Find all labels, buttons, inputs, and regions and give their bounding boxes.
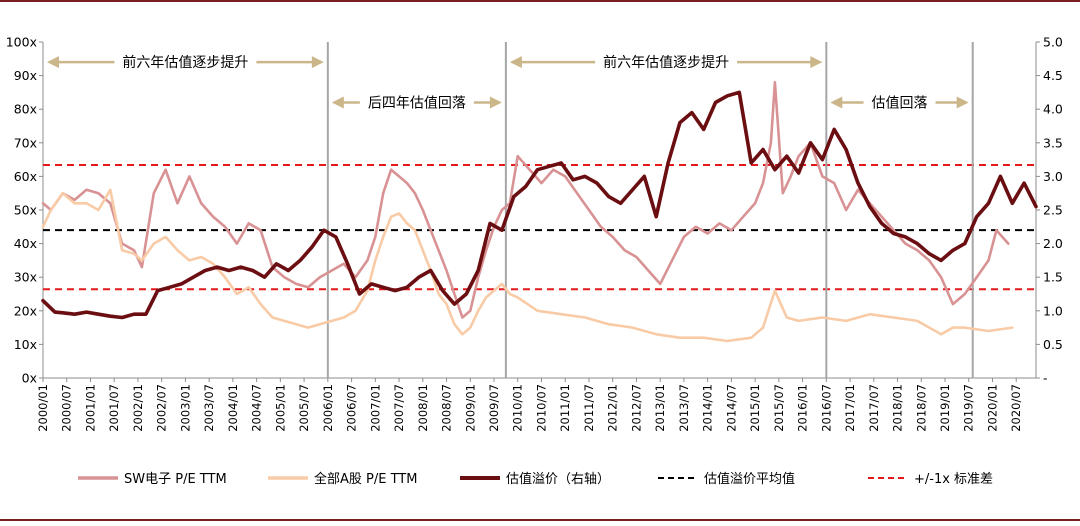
annotation-label: 前六年估值逐步提升 — [603, 54, 729, 71]
x-tick-label: 2006/07 — [345, 384, 359, 432]
left-tick-label: 90x — [14, 68, 37, 83]
x-tick-label: 2011/01 — [558, 384, 572, 432]
right-tick-label: 3.0 — [1043, 169, 1063, 184]
x-tick-label: 2002/07 — [155, 384, 169, 432]
premium-legend-label: 估值溢价（右轴） — [506, 471, 610, 487]
x-tick-label: 2017/07 — [867, 384, 881, 432]
left-tick-label: 0x — [22, 371, 37, 386]
all_a_pe-legend-label: 全部A股 P/E TTM — [314, 471, 417, 487]
annotation-label: 估值回落 — [872, 95, 928, 111]
annotation-label: 后四年估值回落 — [368, 95, 466, 111]
x-tick-label: 2000/07 — [60, 384, 74, 432]
x-tick-label: 2004/01 — [226, 384, 240, 432]
right-tick-label: 1.5 — [1043, 270, 1063, 285]
annotation-arrow-head-right — [956, 96, 969, 109]
x-tick-label: 2013/01 — [653, 384, 667, 432]
x-tick-label: 2000/01 — [36, 384, 50, 432]
x-tick-label: 2019/01 — [938, 384, 952, 432]
x-tick-label: 2017/01 — [843, 384, 857, 432]
left-tick-label: 20x — [14, 303, 37, 318]
x-tick-label: 2003/07 — [202, 384, 216, 432]
frame-top-border — [0, 0, 1080, 2]
mean-legend-label: 估值溢价平均值 — [704, 471, 795, 487]
x-tick-label: 2002/01 — [131, 384, 145, 432]
right-tick-label: 4.0 — [1043, 102, 1063, 117]
x-tick-labels-layer: 2000/01 2000/07 2001/01 2001/07 2002/01 2002/… — [36, 378, 1023, 432]
x-tick-label: 2020/01 — [985, 384, 999, 432]
series-layer — [41, 81, 1038, 343]
x-tick-label: 2009/01 — [463, 384, 477, 432]
left-tick-label: 50x — [14, 203, 37, 218]
x-tick-label: 2006/01 — [321, 384, 335, 432]
sw_pe-series-line — [41, 81, 1010, 319]
x-tick-label: 2007/07 — [392, 384, 406, 432]
right-tick-label: 1.0 — [1043, 303, 1063, 318]
annotation-arrow-head-right — [311, 56, 324, 69]
x-tick-label: 2015/07 — [772, 384, 786, 432]
std-legend-label: +/-1x 标准差 — [914, 472, 993, 487]
axes-layer: 0x 10x 20x 30x 40x 50x 60x 70x 80x 90x 100x - 0.5 1.0… — [6, 35, 1063, 386]
left-tick-label: 40x — [14, 236, 37, 251]
x-tick-label: 2001/01 — [83, 384, 97, 432]
reference-lines-layer — [43, 163, 1036, 291]
x-tick-label: 2014/01 — [701, 384, 715, 432]
x-tick-label: 2014/07 — [724, 384, 738, 432]
left-tick-label: 10x — [14, 337, 37, 352]
x-tick-label: 2009/07 — [487, 384, 501, 432]
x-tick-label: 2004/07 — [250, 384, 264, 432]
x-tick-label: 2018/07 — [914, 384, 928, 432]
x-tick-label: 2019/07 — [962, 384, 976, 432]
x-tick-label: 2008/07 — [440, 384, 454, 432]
annotation-arrow-head-left — [509, 56, 522, 69]
annotation-arrow-head-left — [47, 56, 59, 69]
frame-bottom-border — [0, 519, 1080, 521]
x-tick-label: 2008/01 — [416, 384, 430, 432]
all_a_pe-series-line — [41, 188, 1014, 343]
x-tick-label: 2003/01 — [178, 384, 192, 432]
x-tick-label: 2012/07 — [629, 384, 643, 432]
x-tick-label: 2011/07 — [582, 384, 596, 432]
annotation-arrow-head-right — [489, 96, 502, 109]
right-tick-label: 0.5 — [1043, 337, 1063, 352]
x-tick-label: 2007/01 — [368, 384, 382, 432]
x-tick-label: 2013/07 — [677, 384, 691, 432]
right-tick-label: - — [1043, 371, 1048, 386]
x-tick-label: 2016/01 — [796, 384, 810, 432]
left-tick-label: 30x — [14, 270, 37, 285]
right-tick-label: 2.5 — [1043, 203, 1063, 218]
x-tick-label: 2001/07 — [107, 384, 121, 432]
left-tick-label: 60x — [14, 169, 37, 184]
left-tick-label: 100x — [6, 35, 37, 50]
sw_pe-legend-label: SW电子 P/E TTM — [124, 472, 227, 487]
annotation-arrow-head-left — [830, 96, 843, 109]
x-tick-label: 2005/01 — [273, 384, 287, 432]
annotation-arrow-head-right — [810, 56, 823, 69]
legend: SW电子 P/E TTM 全部A股 P/E TTM 估值溢价（右轴） 估值溢价平均值 +… — [78, 471, 993, 487]
right-tick-label: 4.5 — [1043, 68, 1063, 83]
right-tick-label: 3.5 — [1043, 135, 1063, 150]
x-tick-label: 2015/01 — [748, 384, 762, 432]
left-tick-label: 80x — [14, 102, 37, 117]
x-tick-label: 2010/07 — [534, 384, 548, 432]
x-tick-label: 2010/01 — [511, 384, 525, 432]
right-tick-label: 5.0 — [1043, 35, 1063, 50]
x-tick-label: 2020/07 — [1009, 384, 1023, 432]
right-tick-label: 2.0 — [1043, 236, 1063, 251]
left-tick-label: 70x — [14, 135, 37, 150]
x-tick-label: 2012/01 — [606, 384, 620, 432]
premium-series-line — [41, 90, 1038, 320]
x-tick-label: 2016/07 — [819, 384, 833, 432]
annotation-label: 前六年估值逐步提升 — [122, 54, 248, 71]
x-tick-label: 2005/07 — [297, 384, 311, 432]
x-tick-label: 2018/01 — [891, 384, 905, 432]
annotation-arrow-head-left — [331, 96, 344, 109]
